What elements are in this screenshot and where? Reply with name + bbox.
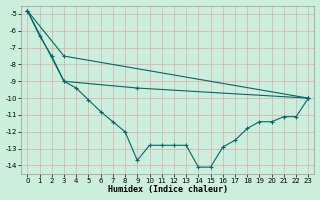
X-axis label: Humidex (Indice chaleur): Humidex (Indice chaleur): [108, 185, 228, 194]
